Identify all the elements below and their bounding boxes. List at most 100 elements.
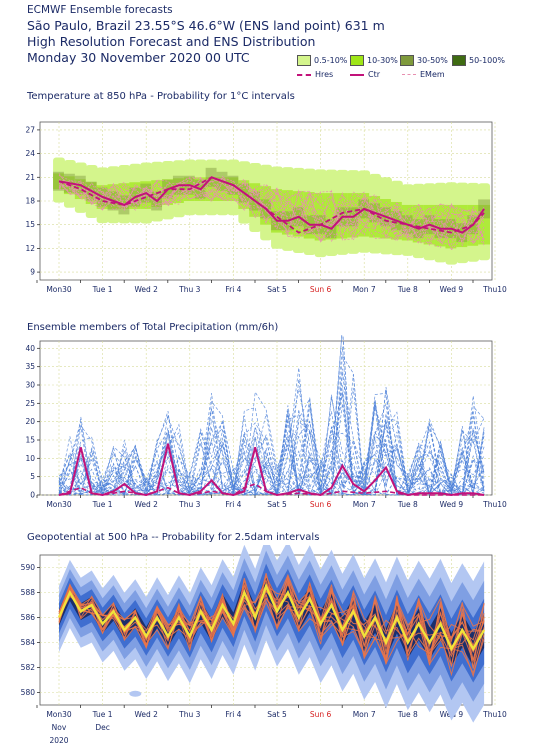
precip-ytick-label: 35 [25,362,35,371]
temp-ensemble-member [58,183,485,240]
precip-ensemble-members [58,335,485,497]
temp-band-mid [140,181,153,209]
temp-band-mid [53,173,65,190]
temp-band-mid [292,191,305,237]
precipitation-chart-title: Ensemble members of Total Precipitation … [27,322,279,333]
geo-xtick-label: Tue 8 [397,710,418,719]
geo-prob-band-2 [59,563,485,683]
precip-ensemble-member [58,335,485,496]
temp-ytick-label: 15 [25,220,35,229]
precipitation-chart: 0 5 10 15 20 25 30 35 40 Mon30 Tue 1 Wed 2 Thu 3 Fri … [25,335,507,509]
legend-bin-2: 30-50% [400,55,448,66]
temp-band-mid [380,199,392,239]
geo-prob-band-1 [59,550,485,702]
precip-ytick-label: 20 [25,417,35,426]
temp-ytick-label: 27 [25,125,35,134]
temp-xtick-label: Sun 6 [310,285,332,294]
temp-ensemble-member [58,181,485,245]
legend-line-hres: Hres [297,70,333,79]
temperature-chart-title: Temperature at 850 hPa - Probability for… [27,91,295,102]
temp-xtick-label: Mon 7 [353,285,376,294]
temp-band-high [53,171,65,191]
temp-xtick-label: Thu 3 [178,285,200,294]
temp-band-mid [118,183,131,209]
temp-xtick-label: Fri 4 [225,285,241,294]
precip-ensemble-member [58,399,485,496]
temp-band-mid [401,204,414,241]
temp-xtick-label: Wed 9 [440,285,464,294]
temp-xtick-label: Tue 8 [397,285,418,294]
header-line-4: Monday 30 November 2020 00 UTC [27,50,250,65]
temp-band-mid [314,193,327,241]
temp-band-mid [216,177,229,201]
geo-ctr-line [57,583,486,652]
temp-ytick-label: 21 [25,173,35,182]
precip-ensemble-member [58,405,485,496]
legend: 0.5-10% 10-30% 30-50% 50-100% Hres Ctr E… [0,0,533,90]
precip-ytick-label: 25 [25,399,35,408]
precip-ensemble-member [58,400,485,496]
temp-band-mid [347,193,360,238]
geo-year-label: 2020 [49,736,68,745]
temp-ytick-label: 12 [25,244,35,253]
legend-bin-3: 50-100% [452,55,505,66]
precip-ensemble-member [58,394,485,496]
temp-xtick-label: Sat 5 [267,285,287,294]
geopotential-chart-title: Geopotential at 500 hPa -- Probability f… [27,532,320,543]
precip-ytick-label: 15 [25,436,35,445]
precip-xtick-label: Tue 8 [397,500,418,509]
temp-band-mid [325,193,338,240]
geo-xtick-label: Thu10 [482,710,507,719]
geo-ytick-label: 582 [21,663,36,672]
geo-ytick-label: 588 [21,588,36,597]
temp-band-mid [271,189,283,233]
precip-xtick-label: Sun 6 [310,500,332,509]
precip-ensemble-member [58,368,485,496]
temp-xtick-label: Mon30 [46,285,72,294]
precip-xtick-label: Mon 7 [353,500,376,509]
geo-ensemble-member [58,595,485,657]
legend-bin-1: 10-30% [350,55,398,66]
geo-xtick-label: Wed 2 [134,710,158,719]
precip-ensemble-member [58,403,485,496]
precip-xtick-label: Thu10 [482,500,507,509]
temp-band-mid [260,186,273,225]
geo-ytick-label: 584 [21,638,36,647]
temp-ctr-line [58,176,485,234]
geo-xtick-label: Sun 6 [310,710,332,719]
precip-ensemble-member [58,394,485,496]
header-line-1: ECMWF Ensemble forecasts [27,4,173,16]
temp-ensemble-member [58,175,485,248]
temp-band-mid [129,182,142,209]
temperature-chart: 9 12 15 18 21 24 27 Mon30 Tue 1 Wed 2 Thu 3 Fri 4 Sa… [25,121,507,294]
precip-ytick-label: 0 [30,491,35,500]
precip-ensemble-member [58,393,485,496]
temp-xtick-label: Wed 2 [134,285,158,294]
geo-xtick-label: Tue 1 [92,710,113,719]
geo-xtick-label: Sat 5 [267,710,287,719]
temp-ensemble-member [58,177,485,243]
precip-xtick-label: Mon30 [46,500,72,509]
geo-ensemble-member [58,574,485,675]
precip-xtick-label: Thu 3 [178,500,200,509]
precip-ensemble-member [58,406,485,496]
precip-ytick-label: 40 [25,344,35,353]
geo-xtick-label: Fri 4 [225,710,241,719]
geo-month-label-dec: Dec [95,723,110,732]
precip-ctr-line [58,443,485,497]
temp-ensemble-member [58,177,485,241]
temp-band-mid [227,177,240,201]
precip-ensemble-member [58,411,485,496]
temp-band-mid [162,179,174,205]
geo-xtick-label: Mon 7 [353,710,376,719]
geo-ytick-label: 586 [21,613,36,622]
temp-band-mid [456,204,469,248]
header-line-2: São Paulo, Brazil 23.55°S 46.6°W (ENS la… [27,18,385,33]
precip-ensemble-member [58,386,485,497]
geo-xtick-label: Thu 3 [178,710,200,719]
precip-ytick-label: 10 [25,454,35,463]
temp-ensemble-member [58,181,485,246]
header-line-3: High Resolution Forecast and ENS Distrib… [27,34,316,49]
temp-ytick-label: 24 [25,149,35,158]
precip-xtick-label: Wed 9 [440,500,464,509]
